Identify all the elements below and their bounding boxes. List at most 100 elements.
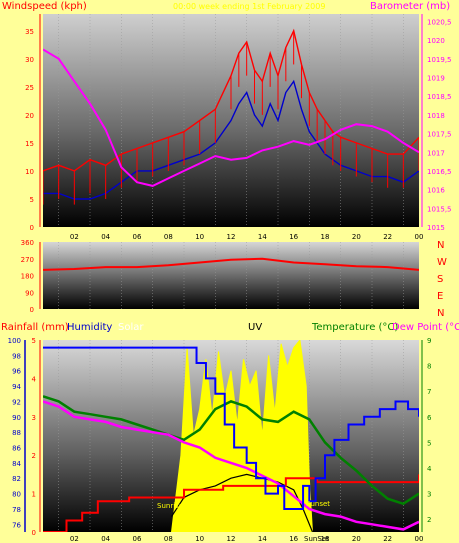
y-right-tick-label: 1018 bbox=[427, 112, 445, 120]
x-tick-label: 12 bbox=[227, 233, 236, 241]
x-tick-label: 14 bbox=[258, 233, 267, 241]
x-tick-label: 14 bbox=[258, 535, 267, 543]
x-tick-label: 00 bbox=[415, 233, 424, 241]
direction-grid bbox=[58, 242, 404, 309]
x-tick-label: 22 bbox=[383, 535, 392, 543]
temp-tick-label: 9 bbox=[427, 337, 431, 345]
y-right-tick-label: 1019 bbox=[427, 75, 445, 83]
humidity-axes: 7678808284868890929496981000123452345678… bbox=[8, 337, 432, 543]
y-tick-label: 20 bbox=[25, 112, 34, 120]
humidity-tick-label: 82 bbox=[12, 475, 21, 483]
dewpoint-axis-title: Dew Point (°C) bbox=[392, 322, 459, 333]
sunset-label: Sunset bbox=[306, 500, 330, 508]
x-tick-label: 22 bbox=[383, 233, 392, 241]
temperature-axis-title: Temperature (°C) bbox=[311, 322, 398, 333]
humidity-tick-label: 84 bbox=[12, 460, 21, 468]
rainfall-axis-title: Rainfall (mm) bbox=[1, 322, 69, 333]
barometer-axis-title: Barometer (mb) bbox=[370, 1, 450, 12]
series-line bbox=[43, 79, 419, 200]
humidity-tick-label: 88 bbox=[12, 429, 21, 437]
direction-series bbox=[43, 257, 419, 271]
x-tick-label: 06 bbox=[133, 535, 142, 543]
direction-plot-area bbox=[43, 242, 419, 309]
x-tick-label: 18 bbox=[321, 233, 330, 241]
compass-label: N bbox=[437, 308, 444, 319]
direction-axes: 0 90 180 270 360 bbox=[21, 239, 41, 314]
x-tick-label: 02 bbox=[70, 535, 79, 543]
y-tick-label: 90 bbox=[25, 289, 34, 297]
y-tick-label: 5 bbox=[30, 196, 34, 204]
temp-tick-label: 7 bbox=[427, 388, 431, 396]
uv-line bbox=[170, 473, 314, 532]
x-tick-label: 00 bbox=[415, 535, 424, 543]
y-tick-label: 35 bbox=[25, 28, 34, 36]
y-right-tick-label: 1018,5 bbox=[427, 93, 452, 101]
y-tick-label: 180 bbox=[21, 273, 34, 281]
rain-tick-label: 4 bbox=[32, 375, 37, 383]
x-tick-label: 10 bbox=[195, 233, 204, 241]
temp-tick-label: 8 bbox=[427, 363, 431, 371]
rain-line bbox=[43, 474, 419, 532]
x-tick-label: 16 bbox=[289, 535, 298, 543]
y-right-tick-label: 1017 bbox=[427, 149, 445, 157]
humidity-tick-label: 90 bbox=[12, 414, 21, 422]
x-tick-label: 02 bbox=[70, 233, 79, 241]
y-tick-label: 360 bbox=[21, 239, 34, 247]
humidity-tick-label: 94 bbox=[12, 383, 21, 391]
temp-tick-label: 6 bbox=[427, 414, 432, 422]
y-right-tick-label: 1016 bbox=[427, 187, 445, 195]
rain-tick-label: 1 bbox=[32, 491, 36, 499]
temp-tick-label: 2 bbox=[427, 516, 431, 524]
solar-axis-title: Solar bbox=[118, 322, 144, 333]
x-tick-label: 06 bbox=[133, 233, 142, 241]
sunrise-label: Sunrise bbox=[157, 502, 183, 510]
humidity-tick-label: 100 bbox=[8, 337, 21, 345]
temp-tick-label: 4 bbox=[427, 465, 432, 473]
y-tick-label: 25 bbox=[25, 84, 34, 92]
y-right-tick-label: 1019,5 bbox=[427, 56, 452, 64]
humidity-tick-label: 80 bbox=[12, 491, 21, 499]
y-tick-label: 10 bbox=[25, 168, 34, 176]
sunset-axis-label: SunSet bbox=[304, 535, 329, 543]
x-tick-label: 08 bbox=[164, 233, 173, 241]
y-right-tick-label: 1015,5 bbox=[427, 205, 452, 213]
y-right-tick-label: 1020 bbox=[427, 37, 445, 45]
temp-tick-label: 3 bbox=[427, 491, 431, 499]
humidity-tick-label: 98 bbox=[12, 352, 21, 360]
humidity-tick-label: 78 bbox=[12, 506, 21, 514]
y-tick-label: 270 bbox=[21, 256, 34, 264]
x-tick-label: 08 bbox=[164, 535, 173, 543]
humidity-tick-label: 96 bbox=[12, 368, 21, 376]
humidity-tick-label: 76 bbox=[12, 521, 21, 529]
date-stamp: 00:00 week ending 1st February 2009 bbox=[173, 2, 325, 11]
wind-axes: 0510152025303510151015,510161016,5101710… bbox=[25, 14, 452, 241]
wind-series bbox=[43, 28, 419, 205]
series-line bbox=[43, 400, 419, 531]
compass-label: S bbox=[437, 274, 443, 285]
x-tick-label: 04 bbox=[101, 233, 110, 241]
y-tick-label: 0 bbox=[30, 224, 34, 232]
y-tick-label: 30 bbox=[25, 56, 34, 64]
series-line bbox=[43, 48, 419, 187]
x-tick-label: 20 bbox=[352, 535, 361, 543]
rain-tick-label: 5 bbox=[32, 337, 36, 345]
humidity-axis-title: Humidity bbox=[67, 322, 112, 333]
compass-label: W bbox=[437, 257, 447, 268]
compass-label: E bbox=[437, 291, 443, 302]
uv-axis-title: UV bbox=[248, 322, 262, 333]
temp-tick-label: 5 bbox=[427, 439, 431, 447]
rain-tick-label: 0 bbox=[32, 529, 36, 537]
y-tick-label: 0 bbox=[30, 306, 34, 314]
compass-label: N bbox=[437, 240, 444, 251]
x-tick-label: 16 bbox=[289, 233, 298, 241]
humidity-line bbox=[43, 346, 419, 510]
series-line bbox=[43, 395, 419, 506]
x-tick-label: 18 bbox=[321, 535, 330, 543]
y-tick-label: 15 bbox=[25, 140, 34, 148]
humidity-tick-label: 86 bbox=[12, 445, 21, 453]
rain-tick-label: 3 bbox=[32, 414, 36, 422]
humidity-tick-label: 92 bbox=[12, 398, 21, 406]
